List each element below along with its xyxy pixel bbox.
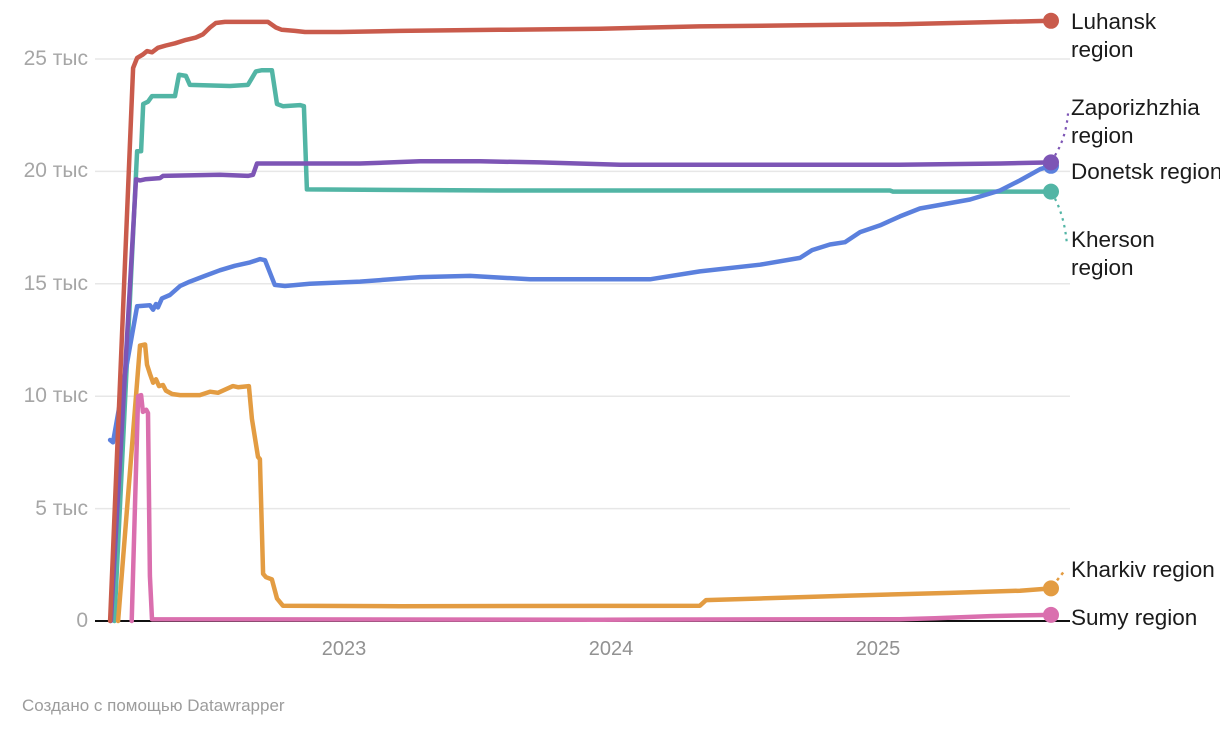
y-axis-tick-5: 5 тыс [35, 497, 88, 520]
series-label-donetsk: Donetsk region [1071, 159, 1220, 184]
y-axis-tick-15: 15 тыс [23, 272, 88, 295]
y-axis-tick-10: 10 тыс [23, 384, 88, 407]
series-label-sumy: Sumy region [1071, 605, 1198, 630]
y-axis-tick-25: 25 тыс [23, 47, 88, 70]
series-label-kharkiv: Kharkiv region [1071, 557, 1215, 582]
series-label-kherson: Kherson region [1071, 227, 1155, 280]
series-label-luhansk: Luhansk region [1071, 9, 1157, 62]
series-label-zaporizhzhia: Zaporizhzhia region [1071, 95, 1200, 148]
y-axis-tick-0: 0 [76, 609, 88, 632]
x-axis-tick-2024: 2024 [588, 638, 634, 660]
x-axis-tick-2023: 2023 [321, 638, 367, 660]
datawrapper-attribution-link[interactable]: Создано с помощью Datawrapper [22, 696, 285, 715]
y-axis-tick-20: 20 тыс [23, 159, 88, 182]
x-axis-tick-2025: 2025 [855, 638, 901, 660]
